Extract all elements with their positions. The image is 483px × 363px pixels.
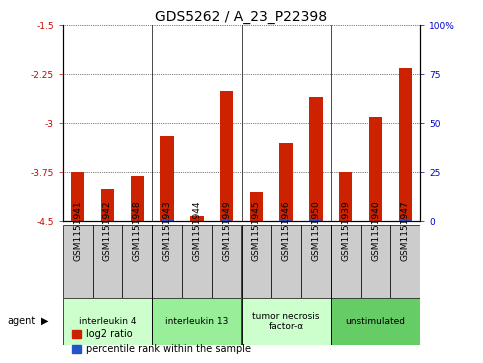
Text: GSM1151949: GSM1151949 (222, 201, 231, 261)
Bar (160, 136, 174, 221)
Bar (309, 97, 323, 221)
Bar (63, 298, 152, 345)
Bar (93, 225, 122, 298)
Text: GSM1151948: GSM1151948 (133, 201, 142, 261)
Text: GSM1151944: GSM1151944 (192, 201, 201, 261)
Title: GDS5262 / A_23_P22398: GDS5262 / A_23_P22398 (156, 11, 327, 24)
Text: GSM1151939: GSM1151939 (341, 201, 350, 261)
Bar (250, 192, 263, 221)
Bar (399, 220, 411, 221)
Bar (152, 225, 182, 298)
Bar (122, 225, 152, 298)
Bar (398, 68, 412, 221)
Text: GSM1151943: GSM1151943 (163, 201, 171, 261)
Text: agent: agent (7, 316, 35, 326)
Bar (301, 225, 331, 298)
Text: tumor necrosis
factor-α: tumor necrosis factor-α (253, 311, 320, 331)
Bar (182, 225, 212, 298)
Bar (310, 220, 322, 221)
Bar (212, 225, 242, 298)
Bar (390, 225, 420, 298)
Bar (220, 91, 233, 221)
Text: interleukin 4: interleukin 4 (79, 317, 136, 326)
Text: GSM1151940: GSM1151940 (371, 201, 380, 261)
Bar (361, 225, 390, 298)
Text: GSM1151942: GSM1151942 (103, 201, 112, 261)
Bar (101, 189, 114, 221)
Bar (130, 176, 144, 221)
Text: interleukin 13: interleukin 13 (165, 317, 228, 326)
Text: GSM1151946: GSM1151946 (282, 201, 291, 261)
Text: ▶: ▶ (41, 316, 49, 326)
Bar (242, 298, 331, 345)
Bar (242, 225, 271, 298)
Text: unstimulated: unstimulated (345, 317, 406, 326)
Bar (152, 298, 242, 345)
Bar (369, 117, 382, 221)
Text: GSM1151941: GSM1151941 (73, 201, 82, 261)
Bar (221, 220, 232, 221)
Bar (331, 298, 420, 345)
Bar (71, 172, 85, 221)
Bar (339, 172, 353, 221)
Legend: log2 ratio, percentile rank within the sample: log2 ratio, percentile rank within the s… (68, 326, 255, 358)
Bar (161, 220, 173, 221)
Bar (331, 225, 361, 298)
Text: GSM1151947: GSM1151947 (401, 201, 410, 261)
Bar (63, 225, 93, 298)
Bar (280, 143, 293, 221)
Bar (271, 225, 301, 298)
Bar (281, 220, 292, 221)
Text: GSM1151945: GSM1151945 (252, 201, 261, 261)
Bar (190, 216, 203, 221)
Text: GSM1151950: GSM1151950 (312, 201, 320, 261)
